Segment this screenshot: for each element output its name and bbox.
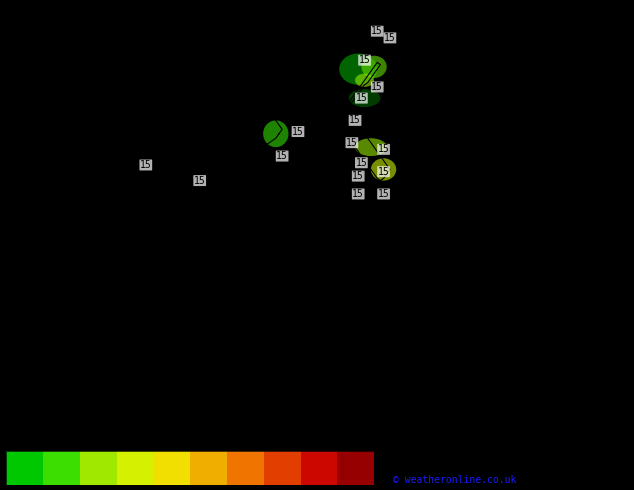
Text: 15: 15 — [194, 175, 205, 186]
Text: 15: 15 — [292, 126, 304, 137]
Text: 15: 15 — [353, 189, 364, 199]
Text: 15: 15 — [276, 151, 288, 161]
Ellipse shape — [339, 53, 377, 85]
Text: 15: 15 — [140, 160, 152, 170]
Text: 15: 15 — [378, 145, 389, 154]
Text: 15: 15 — [356, 93, 367, 103]
Ellipse shape — [263, 121, 288, 147]
Text: Sa 22-06-2024 12:00 UTC (18+42): Sa 22-06-2024 12:00 UTC (18+42) — [393, 439, 587, 448]
Text: 15: 15 — [378, 189, 389, 199]
Text: 15: 15 — [356, 158, 367, 168]
Ellipse shape — [355, 138, 387, 156]
Text: 15: 15 — [353, 171, 364, 181]
Ellipse shape — [371, 158, 396, 181]
Ellipse shape — [361, 56, 387, 78]
Text: 15: 15 — [384, 33, 396, 43]
Ellipse shape — [349, 89, 380, 107]
Ellipse shape — [355, 74, 374, 87]
Text: 15: 15 — [349, 115, 361, 125]
Text: © weatheronline.co.uk: © weatheronline.co.uk — [393, 475, 517, 485]
Text: Temperature 2m Spread mean+σ [°C] ECMWF: Temperature 2m Spread mean+σ [°C] ECMWF — [6, 439, 250, 448]
Text: 15: 15 — [378, 167, 389, 177]
Text: 15: 15 — [359, 55, 370, 65]
Text: 15: 15 — [372, 26, 383, 36]
Text: 15: 15 — [346, 138, 358, 147]
Text: 15: 15 — [372, 82, 383, 92]
